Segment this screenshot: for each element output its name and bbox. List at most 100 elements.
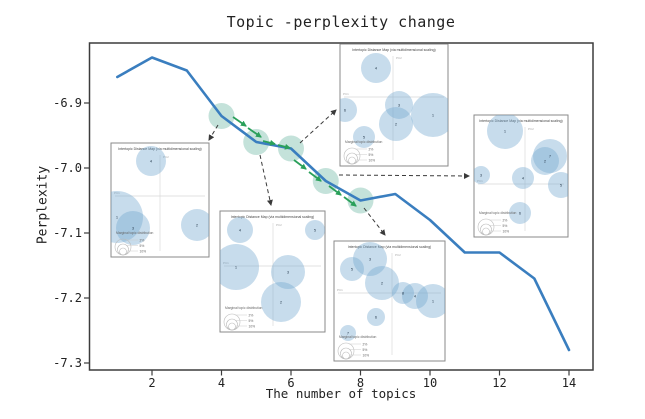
legend-size-circle (482, 227, 490, 236)
x-tick-label: 12 (492, 376, 506, 390)
legend-size-label: 2% (140, 238, 145, 242)
flow-arrow (308, 171, 322, 182)
topic-bubble (227, 217, 253, 243)
legend-size-label: 10% (503, 229, 510, 233)
perplexity-line (116, 56, 571, 352)
topic-bubble-label: 2 (280, 300, 283, 305)
topic-bubble-label: 1 (116, 215, 119, 220)
topic-bubble (136, 146, 166, 176)
legend-size-circle (119, 247, 127, 256)
inset-intertopic-map-4-topics: Intertopic Distance Map (via multidimens… (110, 142, 210, 258)
topic-bubble-label: 2 (381, 281, 384, 286)
inset-title: Intertopic Distance Map (via multidimens… (352, 48, 435, 52)
inset-pc1-label: PC1 (343, 92, 349, 96)
inset-intertopic-map-8-topics: Intertopic Distance Map (via multidimens… (333, 240, 446, 362)
topic-bubble (411, 93, 448, 137)
topic-bubble-label: 4 (150, 159, 153, 164)
inset-pc1-label: PC1 (223, 261, 229, 265)
chart-title: Topic -perplexity change (226, 13, 456, 31)
topic-bubble-label: 7 (549, 154, 552, 159)
legend-size-label: 5% (369, 153, 374, 157)
inset-pc2-label: PC2 (163, 155, 169, 159)
y-axis-label: Perplexity (35, 165, 51, 245)
inset-bubbles: 4 5 1 3 2 (220, 217, 325, 322)
inset-pc2-label: PC2 (528, 127, 534, 131)
topic-bubble-label: 6 (375, 315, 378, 320)
topic-bubble (361, 53, 391, 83)
x-tick-label: 4 (218, 376, 225, 390)
inset-pc1-label: PC1 (337, 288, 343, 292)
legend-size-label: 5% (140, 244, 145, 248)
flow-arrow (328, 185, 342, 196)
flow-arrow (277, 143, 291, 150)
topic-bubble (531, 147, 559, 175)
topic-bubble (261, 282, 301, 322)
topic-bubble-label: 3 (369, 257, 372, 262)
inset-pc1-label: PC1 (477, 179, 483, 183)
flow-arrow (262, 139, 276, 146)
y-tick-label: -7.1 (53, 226, 82, 240)
topic-bubble (487, 115, 523, 149)
topic-bubble (116, 211, 150, 245)
legend-size-circle (228, 322, 236, 331)
legend-size-label: 10% (140, 249, 147, 253)
topic-bubble (392, 282, 414, 304)
topic-bubble (181, 209, 209, 241)
legend-size-label: 10% (249, 324, 256, 328)
legend-size-label: 10% (363, 353, 370, 357)
topic-bubble-label: 2 (395, 122, 398, 127)
x-tick-label: 6 (287, 376, 294, 390)
legend-size-label: 5% (249, 319, 254, 323)
topic-bubble (111, 191, 143, 243)
y-tick-label: -7.0 (53, 161, 82, 175)
topic-bubble-label: 8 (402, 291, 405, 296)
inset-intertopic-map-5-topics: Intertopic Distance Map (via multidimens… (219, 210, 326, 333)
topic-bubble (509, 202, 531, 224)
legend-size-circle (348, 156, 356, 165)
topic-bubble-label: 2 (544, 159, 547, 164)
flow-arrow (232, 116, 247, 127)
topic-bubble (533, 139, 567, 173)
topic-bubble (353, 126, 375, 148)
topic-bubble-label: 4 (414, 294, 417, 299)
topic-bubble (340, 98, 357, 122)
topic-bubble (548, 172, 568, 198)
y-tick-label: -6.9 (53, 96, 82, 110)
topic-bubble (220, 244, 259, 290)
legend-size-label: 5% (503, 224, 508, 228)
topic-bubble (367, 308, 385, 326)
topic-bubble-label: 2 (196, 223, 199, 228)
topic-bubble-label: 7 (347, 331, 350, 336)
inset-pc2-label: PC2 (276, 223, 282, 227)
topic-bubble-label: 6 (344, 108, 347, 113)
topic-bubble (402, 283, 428, 309)
inset-bubbles: 4 1 3 2 (111, 146, 209, 245)
topic-bubble (340, 325, 356, 341)
topic-bubble (365, 266, 399, 300)
legend-size-label: 2% (503, 218, 508, 222)
legend-size-label: 2% (369, 147, 374, 151)
inset-pc1-label: PC1 (114, 191, 120, 195)
inset-intertopic-map-7-topics: Intertopic Distance Map (via multidimens… (473, 114, 569, 238)
inset-intertopic-map-6-topics: Intertopic Distance Map (via multidimens… (339, 43, 449, 167)
x-tick-label: 8 (357, 376, 364, 390)
flow-arrow (343, 196, 357, 207)
inset-bubbles: 4 6 3 1 2 5 (340, 53, 448, 148)
topic-bubble (353, 242, 387, 276)
inset-legend-title: Marginal topic distribution (345, 140, 383, 144)
legend-size-label: 10% (369, 158, 376, 162)
annotation-arrow (363, 207, 386, 236)
inset-bubbles: 3 5 2 8 4 1 6 7 (340, 242, 445, 341)
topic-bubble-label: 1 (432, 113, 435, 118)
legend-size-label: 2% (363, 342, 368, 346)
annotation-arrow (259, 154, 273, 206)
inset-title: Intertopic Distance Map (via multidimens… (479, 119, 562, 123)
topic-bubble-label: 6 (519, 211, 522, 216)
topic-bubble-label: 5 (363, 135, 366, 140)
topic-bubble (340, 257, 364, 281)
inset-legend-title: Marginal topic distribution (339, 335, 377, 339)
inset-frame (473, 114, 569, 238)
topic-bubble-label: 4 (239, 228, 242, 233)
